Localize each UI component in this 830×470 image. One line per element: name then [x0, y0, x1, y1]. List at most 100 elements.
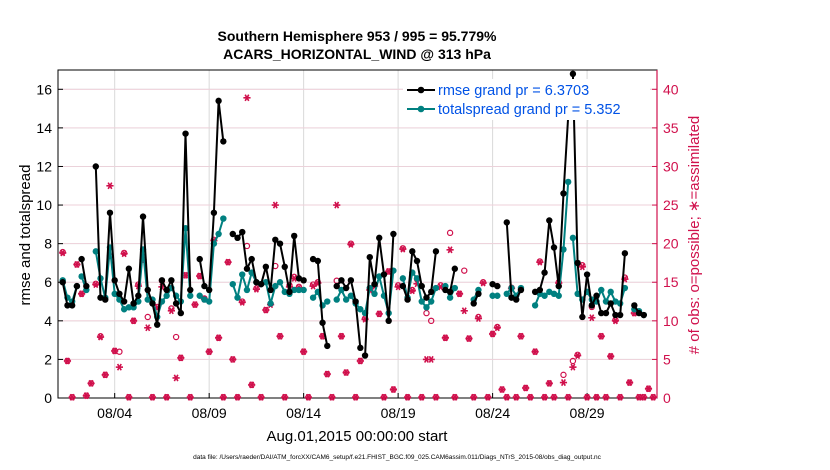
obs-assimilated-stroke [598, 332, 604, 340]
totalspread-point [371, 290, 378, 298]
y-tick-label: 8 [44, 236, 52, 252]
rmse-point [574, 259, 581, 267]
totalspread-point [333, 296, 340, 303]
obs-assimilated-stroke [116, 363, 122, 371]
totalspread-point [300, 286, 307, 294]
totalspread-point [413, 275, 421, 282]
obs-assimilated-stroke [301, 348, 307, 356]
obs-assimilated-stroke [428, 355, 434, 363]
obs-assimilated-stroke [249, 381, 255, 389]
totalspread-point [215, 230, 222, 238]
obs-assimilated-stroke [636, 393, 642, 401]
obs-assimilated-stroke [603, 393, 609, 401]
rmse-point [612, 311, 619, 319]
obs-assimilated-stroke [60, 249, 66, 257]
obs-assimilated-stroke [216, 334, 222, 342]
y2-tick-label: 40 [663, 81, 679, 97]
legend: rmse grand pr = 6.3703 totalspread grand… [403, 79, 650, 120]
obs-assimilated-marker [588, 314, 596, 322]
obs-assimilated-marker [87, 379, 95, 387]
totalspread-point [276, 279, 284, 286]
totalspread-point [342, 296, 350, 303]
obs-assimilated-stroke [305, 393, 311, 401]
totalspread-point [531, 302, 539, 309]
obs-assimilated-stroke [565, 393, 571, 401]
x-tick-label: 08/04 [97, 405, 132, 421]
rmse-point [347, 277, 355, 284]
obs-assimilated-stroke [225, 258, 231, 266]
obs-assimilated-stroke [447, 246, 453, 254]
rmse-point [541, 269, 548, 276]
obs-assimilated-stroke [499, 385, 505, 394]
obs-assimilated-marker [545, 379, 553, 387]
obs-assimilated-stroke [197, 272, 203, 280]
y2-tick-label: 25 [663, 197, 679, 213]
obs-assimilated-stroke [560, 379, 566, 387]
obs-possible-marker [172, 333, 180, 341]
obs-assimilated-marker [186, 393, 194, 401]
obs-assimilated-marker [611, 317, 620, 325]
obs-assimilated-marker [333, 201, 341, 209]
obs-assimilated-marker [592, 393, 601, 401]
y-axis-right: 0 5 10 15 20 25 30 35 40 [652, 70, 679, 406]
obs-assimilated-marker [380, 393, 388, 401]
obs-assimilated-marker [540, 393, 549, 401]
y-tick-label: 6 [44, 274, 52, 290]
totalspread-point [489, 292, 496, 299]
obs-assimilated-stroke [641, 393, 647, 401]
obs-assimilated-marker [148, 393, 157, 401]
rmse-point [290, 232, 298, 240]
rmse-point [607, 300, 614, 307]
obs-assimilated-stroke [589, 314, 595, 322]
totalspread-point [347, 292, 355, 299]
obs-assimilated-stroke [183, 271, 189, 279]
rmse-point [210, 209, 218, 216]
x-tick-label: 08/14 [286, 405, 321, 421]
rmse-point [73, 282, 81, 290]
rmse-point [588, 302, 596, 309]
obs-assimilated-marker [281, 393, 289, 401]
totalspread-point [267, 300, 274, 307]
obs-assimilated-marker [78, 290, 86, 298]
obs-assimilated-marker [73, 260, 81, 269]
y-tick-label: 14 [36, 120, 52, 136]
rmse-point [163, 286, 170, 294]
obs-possible-marker [427, 317, 435, 325]
y2-axis-label: # of obs: o=possible; ∗=assimilated [686, 116, 703, 355]
obs-assimilated-stroke [608, 352, 614, 360]
y2-tick-label: 0 [663, 390, 671, 406]
obs-assimilated-marker [129, 317, 138, 325]
obs-assimilated-marker [479, 279, 487, 287]
obs-possible-marker [560, 371, 567, 379]
rmse-point [139, 213, 147, 220]
rmse-point [357, 344, 364, 352]
rmse-point [257, 280, 265, 288]
obs-assimilated-marker [418, 393, 426, 401]
obs-assimilated-marker [465, 335, 473, 343]
obs-assimilated-stroke [419, 393, 425, 401]
rmse-point [631, 302, 638, 309]
obs-assimilated-marker [115, 363, 124, 371]
obs-assimilated-stroke [646, 385, 651, 393]
totalspread-point [196, 292, 203, 299]
obs-assimilated-marker [403, 393, 412, 401]
obs-assimilated-marker [271, 201, 279, 209]
obs-assimilated-marker [101, 371, 109, 379]
rmse-point [423, 294, 430, 301]
obs-assimilated-stroke [263, 306, 269, 314]
obs-assimilated-marker [252, 285, 261, 293]
obs-assimilated-stroke [192, 301, 198, 309]
obs-assimilated-stroke [187, 393, 193, 401]
obs-assimilated-marker [82, 392, 90, 400]
obs-assimilated-marker [474, 314, 483, 323]
rmse-point [182, 130, 189, 137]
obs-assimilated-marker [446, 246, 454, 254]
obs-assimilated-stroke [121, 250, 127, 258]
obs-assimilated-stroke [272, 201, 278, 209]
legend-spread-marker [417, 105, 425, 113]
obs-assimilated-stroke [164, 393, 170, 401]
totalspread-point [144, 296, 151, 303]
rmse-point [239, 228, 246, 236]
obs-assimilated-stroke [376, 310, 382, 318]
